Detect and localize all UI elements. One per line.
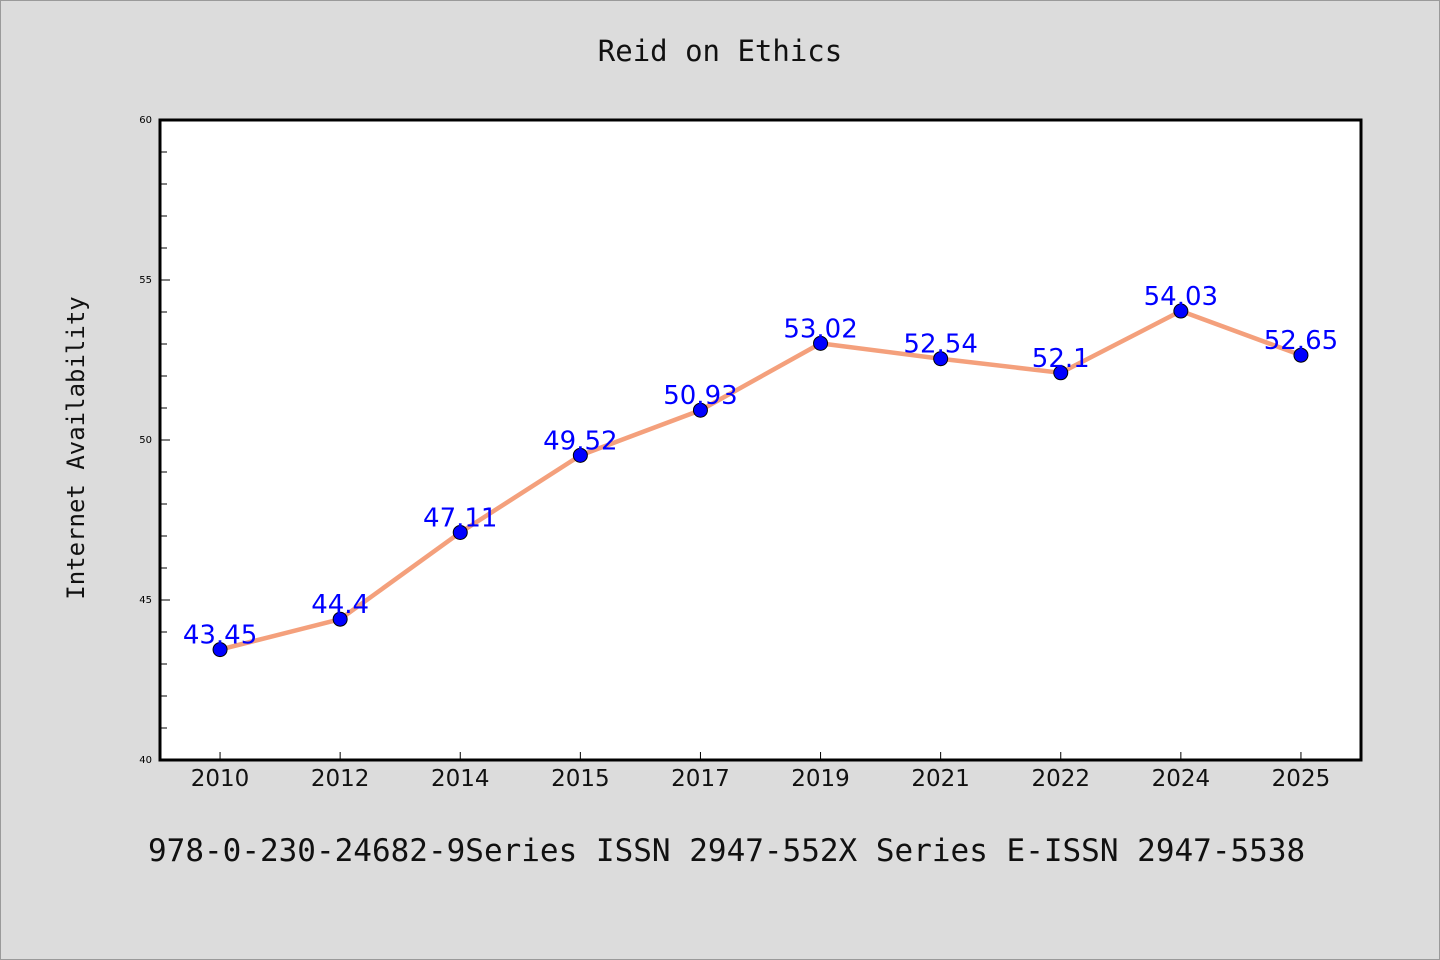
data-label: 44.4 <box>311 590 369 620</box>
y-tick-label: 60 <box>139 115 152 126</box>
data-point-marker <box>1053 365 1069 381</box>
data-point-marker <box>332 611 348 627</box>
isbn-issn-footer: 978-0-230-24682-9Series ISSN 2947-552X S… <box>148 833 1306 869</box>
data-label: 43.45 <box>183 621 257 651</box>
y-tick-label: 45 <box>139 595 152 606</box>
y-tick-label: 55 <box>139 275 152 286</box>
data-label: 47.11 <box>423 503 497 533</box>
x-tick-label: 2024 <box>1152 766 1211 792</box>
x-tick-label: 2010 <box>191 766 250 792</box>
x-tick-label: 2019 <box>791 766 850 792</box>
data-labels: 43.45 44.4 47.11 49.52 50.93 53.02 52.54 52.1 54… <box>183 282 1338 651</box>
x-axis-ticks: 2010 2012 2014 2015 2017 2019 2021 2022 2024 2025 <box>191 752 1330 792</box>
x-tick-label: 2022 <box>1031 766 1090 792</box>
x-tick-label: 2025 <box>1272 766 1331 792</box>
x-tick-label: 2021 <box>911 766 970 792</box>
series-line-group <box>217 308 1304 652</box>
data-point-marker <box>933 351 949 367</box>
data-point-marker <box>813 335 829 351</box>
data-point-marker <box>692 402 708 418</box>
x-tick-label: 2015 <box>551 766 610 792</box>
data-label: 50.93 <box>663 381 737 411</box>
data-label: 52.54 <box>903 330 977 360</box>
data-point-marker <box>452 524 468 540</box>
data-point-marker <box>1173 303 1189 319</box>
chart-title: Reid on Ethics <box>597 34 843 68</box>
x-tick-label: 2017 <box>671 766 730 792</box>
data-point-marker <box>572 447 588 463</box>
y-tick-label: 40 <box>139 755 152 766</box>
data-label: 49.52 <box>543 426 617 456</box>
x-tick-label: 2014 <box>431 766 490 792</box>
data-label: 53.02 <box>783 314 857 344</box>
data-point-marker <box>1293 347 1309 363</box>
y-tick-label: 50 <box>139 435 152 446</box>
data-label: 52.65 <box>1264 326 1338 356</box>
data-label: 54.03 <box>1144 282 1218 312</box>
data-label: 52.1 <box>1032 344 1090 374</box>
series-line <box>217 308 1304 652</box>
x-tick-label: 2012 <box>311 766 370 792</box>
y-axis-ticks: 40 45 50 55 60 <box>139 115 170 766</box>
data-point-marker <box>212 642 228 658</box>
data-points <box>212 303 1309 658</box>
plot-area <box>158 118 1363 762</box>
